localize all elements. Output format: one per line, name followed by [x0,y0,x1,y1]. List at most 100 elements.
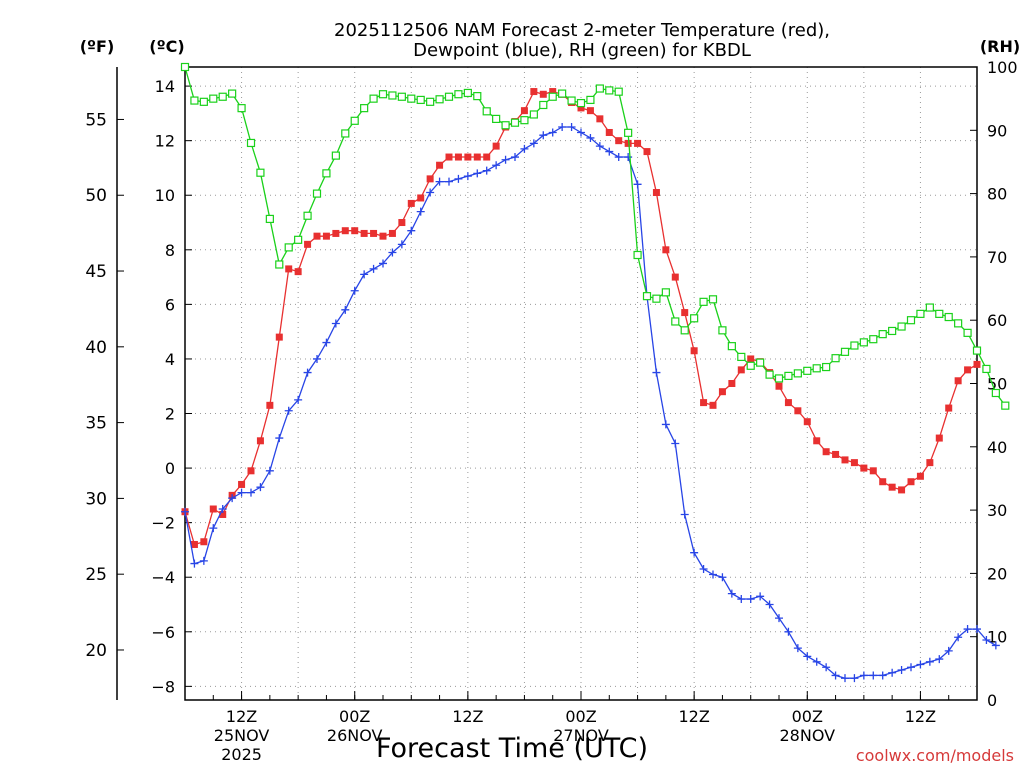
rh-point [982,364,991,374]
temperature-point [209,505,217,513]
rh-point [539,100,548,110]
rh-point [840,347,850,356]
temperature-point [728,380,736,387]
rh-point [586,95,595,105]
temperature-point [294,268,302,276]
celsius-tick-label: 2 [165,405,175,424]
dewpoint-point [831,671,840,680]
dewpoint-point [859,671,868,680]
rh-point [1001,401,1010,410]
rh-point [614,87,623,96]
dewpoint-point [973,625,981,634]
dewpoint-point [482,166,491,175]
rh-point [756,358,765,367]
temperature-point [709,401,717,409]
x-tick-label-time: 00Z [792,707,823,726]
rh-point [341,129,350,138]
dewpoint-point [614,153,623,162]
rh-point [727,342,736,351]
rh-point [954,319,963,328]
dewpoint-point [727,589,736,598]
rh-point [407,94,416,103]
unit-label-celsius: (ºC) [149,37,184,56]
temperature-point [313,232,321,240]
rh-point [916,309,925,318]
rh-point [869,335,878,344]
rh-point [558,89,567,98]
dewpoint-point [718,573,727,582]
celsius-tick-label: 10 [155,186,175,205]
rh-point [774,374,784,383]
rh-point [256,168,265,177]
x-tick-label-time: 00Z [339,707,370,726]
series-rh [180,62,1010,410]
rh-point [850,341,859,350]
dewpoint-point [746,595,755,604]
rh-point [454,90,463,99]
rh-point [275,260,284,269]
x-tick-label-time: 12Z [678,707,709,726]
temperature-point [898,486,906,494]
dewpoint-point [397,240,406,249]
rh-point [473,92,482,101]
rh-point [426,97,435,106]
temperature-point [219,510,227,518]
rh-point [397,92,406,101]
temperature-point [634,139,642,147]
dewpoint-point [822,663,831,672]
rh-point [906,316,916,325]
fahrenheit-tick-label: 20 [85,641,107,661]
rh-point [708,295,718,304]
rh-point [529,110,538,119]
temperature-point [841,456,849,464]
rh-point [822,362,831,372]
celsius-tick-label: 12 [155,132,175,151]
temperature-point [964,366,972,374]
dewpoint-point [925,657,934,666]
rh-point [350,116,359,125]
dewpoint-point [435,177,444,186]
rh-tick-label: 40 [987,438,1007,457]
celsius-tick-label: −2 [151,514,175,533]
temperature-point [822,448,830,456]
rh-point [690,314,699,323]
rh-point [463,88,472,98]
temperature-point [332,229,340,237]
rh-point [284,243,293,252]
rh-point [925,303,934,312]
dewpoint-point [765,600,774,609]
temperature-point [879,478,887,486]
dewpoint-point [492,161,501,170]
series-line [184,66,1006,407]
rh-tick-label: 50 [987,375,1007,394]
dewpoint-point [690,548,699,557]
dewpoint-point [982,635,991,644]
rh-point [246,138,256,148]
rh-tick-label: 10 [987,628,1007,647]
rh-point [312,189,322,198]
temperature-point [973,360,981,368]
temperature-point [718,388,726,396]
series-line [184,126,997,679]
dewpoint-point [256,483,265,492]
x-axis-title: Forecast Time (UTC) [376,733,648,764]
rh-tick-label: 60 [987,311,1007,330]
dewpoint-point [341,305,350,314]
rh-point [671,317,680,326]
dewpoint-point [737,595,746,604]
dewpoint-point [680,510,689,519]
celsius-tick-label: 0 [165,459,175,478]
temperature-point [615,137,623,145]
chart-title-line2: Dewpoint (blue), RH (green) for KBDL [413,40,751,61]
dewpoint-point [388,248,397,257]
fahrenheit-tick-label: 35 [85,414,107,434]
rh-point [633,250,642,260]
dewpoint-point [247,488,255,497]
celsius-tick-label: −6 [151,623,175,642]
rh-point [576,98,586,108]
chart-title-line1: 2025112506 NAM Forecast 2-meter Temperat… [334,20,830,41]
dewpoint-point [567,123,576,132]
temperature-point [945,404,953,412]
temperature-point [907,478,915,486]
